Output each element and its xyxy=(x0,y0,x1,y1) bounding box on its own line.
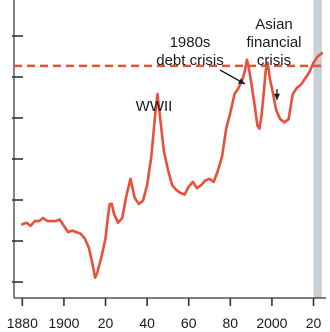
x-tick-label: 1880 xyxy=(7,315,38,331)
annotation-text: debt crisis xyxy=(156,52,224,69)
x-tick-label: 40 xyxy=(139,315,155,331)
y-ticks xyxy=(12,35,23,283)
x-tick-label: 60 xyxy=(181,315,197,331)
x-tick-label: 20 xyxy=(98,315,114,331)
x-tick-label: 20 xyxy=(306,315,322,331)
annotation-text: WWII xyxy=(136,98,173,115)
annotation-text: crisis xyxy=(257,52,291,69)
shaded-band xyxy=(313,0,322,298)
annotation-text: 1980s xyxy=(170,34,211,51)
x-ticks: 1880 1900 20 40 60 80 2000 20 xyxy=(7,298,322,331)
series-line xyxy=(21,52,324,279)
annotation-arrowhead xyxy=(273,93,281,100)
x-tick-label: 2000 xyxy=(256,315,287,331)
annotation-arrowhead xyxy=(238,78,245,84)
annotation-text: financial xyxy=(246,34,301,51)
x-tick-label: 80 xyxy=(223,315,239,331)
x-tick-label: 1900 xyxy=(48,315,79,331)
annotation-text: Asian xyxy=(255,16,293,33)
